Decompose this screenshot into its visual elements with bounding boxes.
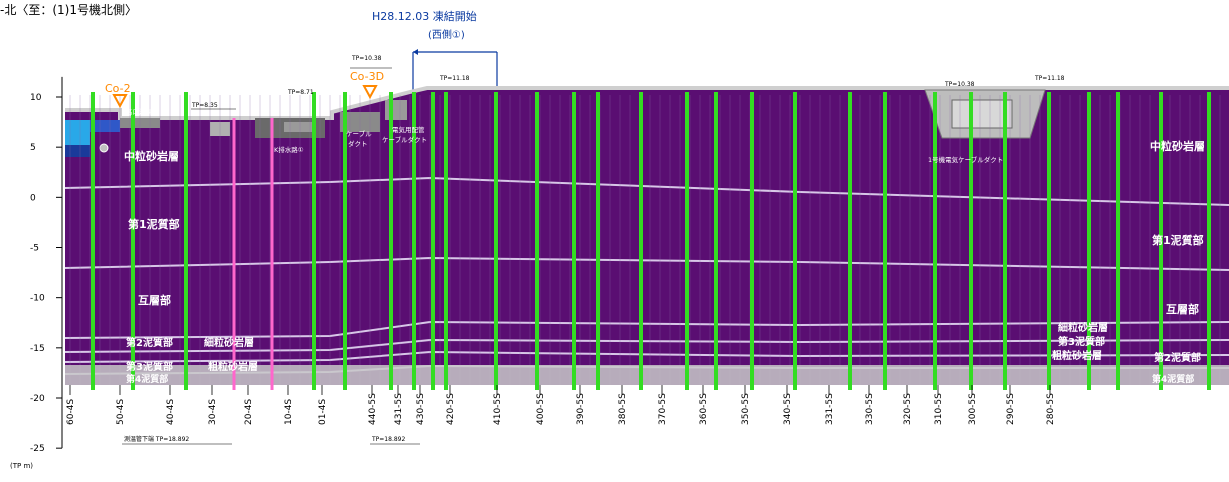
pipe-label: 340-5S <box>783 393 793 425</box>
freeze-start-label: H28.12.03 凍結開始 <box>372 9 477 23</box>
triangle-icon <box>112 94 128 109</box>
triangle-icon <box>362 85 378 100</box>
structure-label-2: K排水路① <box>274 145 304 154</box>
layer-label: 細粒砂岩層 <box>1058 321 1108 334</box>
structure-label-3: ケーブル <box>346 129 372 138</box>
layer-label: 互層部 <box>1166 302 1199 316</box>
pipe-label: 60-4S <box>66 399 76 425</box>
tp-label-835: TP=8.35 <box>191 102 218 109</box>
y-axis: 10 5 0 -5 -10 -15 -20 -25 <box>30 76 63 454</box>
layer-label: 第3泥質部 <box>126 360 173 373</box>
layer-label: 中粒砂岩層 <box>1150 139 1205 153</box>
pipe-label: 440-5S <box>368 393 378 425</box>
pipe-label: 420-5S <box>446 393 456 425</box>
y-tick-label: -25 <box>30 444 45 454</box>
y-tick-label: -10 <box>30 294 45 304</box>
layer-label: 第3泥質部 <box>1058 335 1105 348</box>
pipe-label: 360-5S <box>699 393 709 425</box>
pipe-label: 380-5S <box>618 393 628 425</box>
pipe-label: 350-5S <box>741 393 751 425</box>
layer-label: 中粒砂岩層 <box>124 149 179 163</box>
temp-zone-cyan <box>65 120 90 148</box>
pipe-label: 331-5S <box>825 393 835 425</box>
pipe-label: 320-5S <box>903 393 913 425</box>
borehole-co3d: Co-3D <box>350 70 384 100</box>
y-tick-label: -20 <box>30 394 45 404</box>
pipe-label: 290-5S <box>1006 393 1016 425</box>
pipe-label: 20-4S <box>244 399 254 425</box>
tp-label-1038b: TP=10.38 <box>944 81 975 88</box>
structure-electric <box>385 100 407 120</box>
structure-block-3-inner <box>284 122 314 132</box>
axis-unit: (TP m) <box>10 462 33 470</box>
freeze-side-label: (西側①) <box>428 28 465 41</box>
pipe-bottom-label-left: 測温管下端 TP=18.892 <box>124 435 189 443</box>
section-title: -北〈至：(1)1号機北側〉 <box>0 2 137 17</box>
pipe-label: 01-4S <box>318 399 328 425</box>
tp-label-871: TP=8.71 <box>287 89 314 96</box>
cable-duct-inner <box>951 99 1013 129</box>
pipe-bottom-label-mid: TP=18.892 <box>371 436 405 443</box>
structure-label-3b: ダクト <box>348 139 368 148</box>
pipe-label: 310-5S <box>934 393 944 425</box>
pipe-label: 370-5S <box>658 393 668 425</box>
pipe-labels: 60-4S 50-4S 40-4S 30-4S 20-4S 10-4S 01-4S 440-5… <box>66 385 1056 425</box>
layer-label: 粗粒砂岩層 <box>208 360 258 373</box>
y-tick-label: -5 <box>30 244 39 254</box>
pipe-label: 30-4S <box>208 399 218 425</box>
layer-label: 第2泥質部 <box>126 336 173 349</box>
pipe-label: 280-5S <box>1046 393 1056 425</box>
borehole-co2-label: Co-2 <box>105 82 131 95</box>
circle-marker-icon <box>99 143 109 153</box>
tp-label-1038: TP=10.38 <box>351 55 382 62</box>
temp-zone-mid <box>90 120 120 132</box>
layer-label: 第2泥質部 <box>1154 351 1201 364</box>
y-tick-label: -15 <box>30 344 45 354</box>
layer-label: 粗粒砂岩層 <box>1052 349 1102 362</box>
structure-label-5: 1号機電気ケーブルダクト <box>928 155 1003 164</box>
structure-label-1: 名口池観測 <box>126 107 159 116</box>
pipe-label: 410-5S <box>493 393 503 425</box>
structure-label-4b: ケーブルダクト <box>382 135 427 144</box>
pipes-group <box>91 92 1211 390</box>
ground-body <box>65 88 1229 385</box>
y-tick-label: 5 <box>30 143 36 153</box>
layer-label: 第1泥質部 <box>128 217 180 231</box>
layer-label: 第1泥質部 <box>1152 233 1204 247</box>
borehole-co2: Co-2 <box>105 82 131 109</box>
pipe-label: 400-5S <box>536 393 546 425</box>
arrow-left-icon <box>413 49 418 55</box>
pipe-label: 431-5S <box>394 393 404 425</box>
bottom-hatch-band <box>65 365 1229 385</box>
pipe-label: 10-4S <box>284 399 294 425</box>
pipe-label: 50-4S <box>116 399 126 425</box>
borehole-co3d-label: Co-3D <box>350 70 384 83</box>
structure-label-4: 電気用配管 <box>392 125 425 134</box>
pipe-label: 300-5S <box>968 393 978 425</box>
pipe-label: 430-5S <box>416 393 426 425</box>
layer-label: 第4泥質部 <box>126 373 168 385</box>
pipe-label: 390-5S <box>576 393 586 425</box>
y-tick-label: 0 <box>30 193 36 203</box>
layer-label: 細粒砂岩層 <box>204 336 254 349</box>
pipe-label: 330-5S <box>865 393 875 425</box>
layer-label: 互層部 <box>138 293 171 307</box>
layer-label: 第4泥質部 <box>1152 373 1194 385</box>
tp-label-1118b: TP=11.18 <box>1034 75 1065 82</box>
y-tick-label: 10 <box>30 93 42 103</box>
tp-label-1118a: TP=11.18 <box>439 75 470 82</box>
pipe-label: 40-4S <box>166 399 176 425</box>
temp-zone-blue <box>65 145 90 157</box>
